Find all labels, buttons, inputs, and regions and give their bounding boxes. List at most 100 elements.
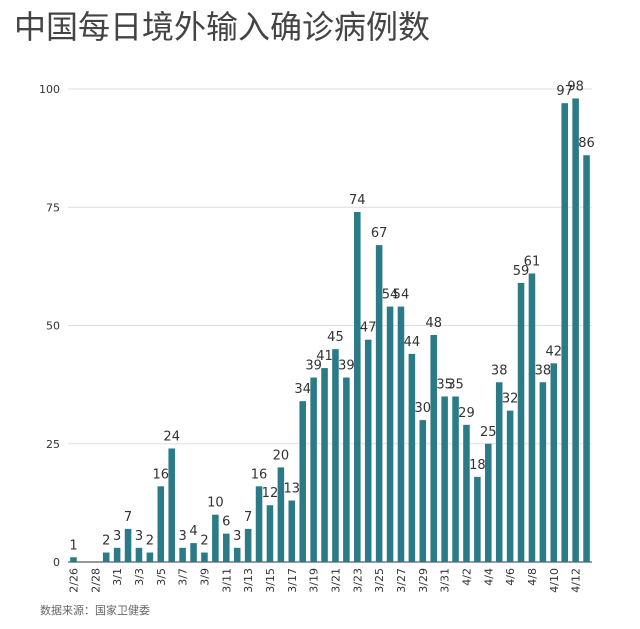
chart-title: 中国每日境外输入确诊病例数	[14, 8, 430, 46]
bar	[364, 339, 372, 562]
value-label: 4	[189, 524, 197, 539]
value-label: 34	[294, 382, 311, 397]
y-tick-label: 100	[39, 83, 60, 96]
value-label: 18	[469, 458, 486, 473]
value-label: 32	[502, 392, 519, 407]
bar	[343, 377, 350, 562]
bar	[397, 306, 405, 562]
value-label: 3	[178, 529, 186, 544]
value-label: 97	[556, 84, 573, 99]
bar	[495, 382, 503, 562]
x-tick-label: 4/10	[548, 568, 561, 593]
value-label: 61	[524, 254, 541, 269]
value-label: 74	[349, 193, 366, 208]
bar	[441, 396, 448, 562]
bar	[223, 533, 230, 562]
bar	[572, 98, 579, 563]
value-label: 30	[415, 401, 432, 416]
x-tick-label: 3/21	[329, 568, 342, 593]
value-label: 44	[404, 335, 421, 350]
value-label: 7	[124, 510, 132, 525]
x-tick-label: 3/11	[220, 568, 233, 593]
bar	[113, 547, 121, 562]
bar	[561, 103, 568, 562]
value-label: 7	[244, 510, 252, 525]
x-tick-label: 2/28	[89, 568, 102, 593]
x-tick-label: 4/6	[504, 568, 517, 586]
x-tick-label: 3/23	[351, 568, 364, 593]
y-tick-label: 0	[53, 556, 60, 569]
value-label: 25	[480, 425, 497, 440]
value-label: 42	[546, 344, 563, 359]
bar	[506, 410, 514, 562]
value-label: 39	[305, 359, 322, 374]
x-tick-label: 3/1	[111, 568, 124, 586]
value-label: 38	[535, 363, 552, 378]
bar	[419, 420, 427, 562]
bar	[201, 552, 208, 562]
value-label: 2	[146, 534, 154, 549]
bar	[212, 514, 219, 562]
x-tick-label: 3/5	[155, 568, 168, 586]
bar	[321, 368, 328, 562]
bar	[157, 486, 165, 562]
value-label: 3	[113, 529, 121, 544]
bar	[408, 353, 416, 562]
x-tick-label: 3/29	[417, 568, 430, 593]
bar	[332, 349, 339, 562]
bar	[517, 282, 525, 562]
bar	[485, 443, 492, 562]
value-label: 1	[69, 538, 77, 553]
value-label: 47	[360, 321, 377, 336]
bar	[135, 547, 143, 562]
x-tick-label: 3/19	[308, 568, 321, 593]
value-label: 3	[135, 529, 143, 544]
bar	[528, 273, 536, 562]
value-label: 2	[200, 534, 208, 549]
x-tick-label: 3/27	[395, 568, 408, 593]
bar	[70, 557, 77, 562]
bar	[233, 547, 241, 562]
value-label: 67	[371, 226, 388, 241]
x-tick-label: 3/9	[198, 568, 211, 586]
x-tick-label: 3/15	[264, 568, 277, 593]
value-label: 45	[327, 330, 344, 345]
x-tick-label: 2/26	[67, 568, 80, 593]
x-tick-label: 3/25	[373, 568, 386, 593]
x-tick-label: 3/31	[439, 568, 452, 593]
value-label: 12	[262, 486, 279, 501]
bar	[124, 528, 132, 562]
bar	[474, 476, 481, 562]
value-label: 48	[425, 316, 442, 331]
bar	[539, 382, 547, 562]
bar	[463, 424, 470, 562]
value-label: 2	[102, 534, 110, 549]
x-tick-label: 3/17	[286, 568, 299, 593]
bar	[354, 211, 361, 563]
value-label: 20	[273, 448, 290, 463]
value-label: 16	[251, 467, 268, 482]
y-tick-label: 25	[46, 438, 60, 451]
value-label: 6	[222, 515, 230, 530]
value-label: 35	[447, 377, 464, 392]
bar	[102, 552, 110, 562]
value-label: 35	[436, 377, 453, 392]
value-label: 13	[284, 482, 301, 497]
bar	[277, 467, 285, 562]
bar	[550, 363, 558, 562]
bar	[430, 334, 437, 562]
bar	[168, 448, 175, 562]
x-tick-label: 3/3	[133, 568, 146, 586]
bar	[146, 552, 154, 562]
value-label: 54	[382, 288, 399, 303]
bar	[179, 547, 186, 562]
y-tick-label: 50	[46, 320, 60, 333]
x-tick-label: 4/4	[482, 568, 495, 586]
bar	[386, 306, 394, 562]
bar	[190, 543, 197, 562]
value-label: 39	[338, 359, 355, 374]
x-tick-label: 4/2	[460, 568, 473, 586]
x-tick-label: 4/8	[526, 568, 539, 586]
bar	[244, 528, 252, 562]
